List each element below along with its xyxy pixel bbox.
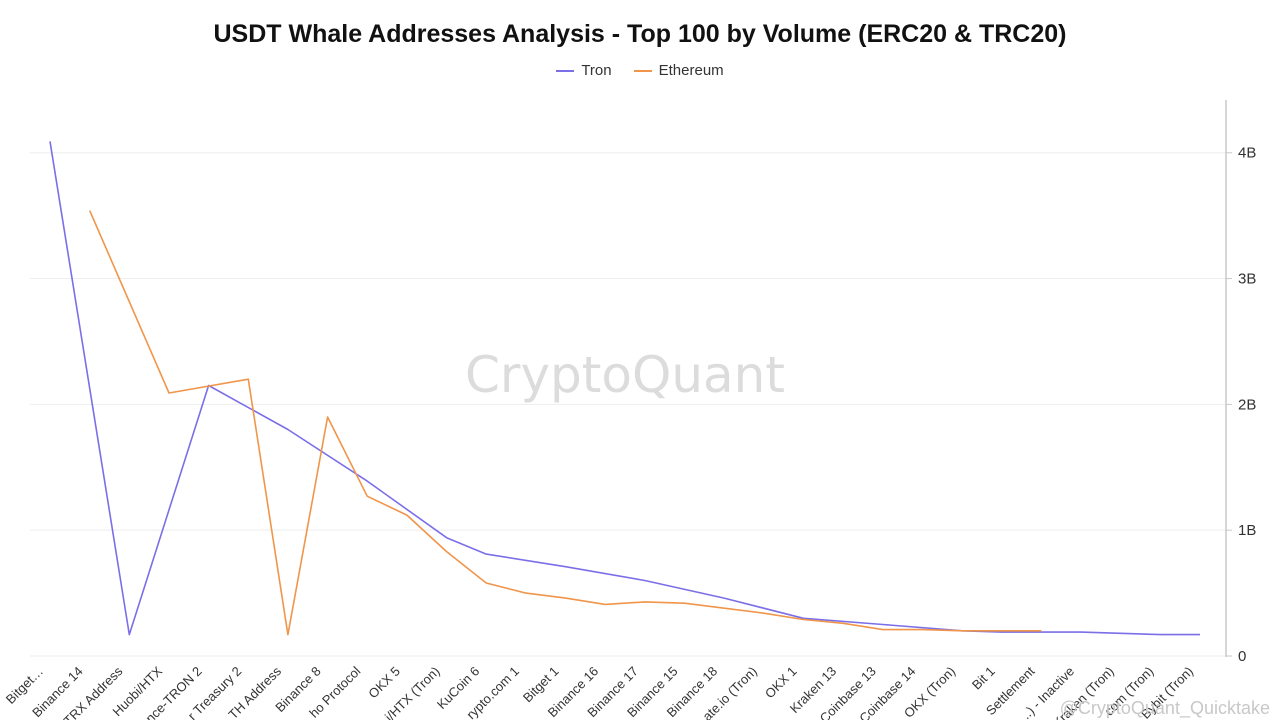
y-tick-label: 4B xyxy=(1238,145,1256,162)
watermark-text: CryptoQuant xyxy=(465,346,785,404)
y-tick-label: 0 xyxy=(1238,648,1246,665)
legend-item-ethereum[interactable]: Ethereum xyxy=(633,62,724,79)
series-lines xyxy=(49,141,1200,636)
y-tick-label: 1B xyxy=(1238,522,1256,539)
legend-item-tron[interactable]: Tron xyxy=(556,62,612,79)
series-line-tron xyxy=(49,141,1200,636)
y-tick-label: 3B xyxy=(1238,271,1256,288)
legend-swatch-ethereum xyxy=(633,69,652,72)
legend: Tron Ethereum xyxy=(0,62,1280,79)
series-line-ethereum xyxy=(88,210,1042,636)
grid-lines xyxy=(30,152,1226,657)
legend-label-ethereum: Ethereum xyxy=(658,62,724,79)
legend-swatch-tron xyxy=(556,69,575,72)
chart-title: USDT Whale Addresses Analysis - Top 100 … xyxy=(213,20,1067,48)
y-axis: 0 1B 2B 3B 4B xyxy=(1225,100,1256,665)
x-tick-label: Bit 1 xyxy=(969,664,998,693)
x-tick-label: OKX 5 xyxy=(365,664,403,702)
y-tick-label: 2B xyxy=(1238,396,1256,413)
x-tick-label: OKX 1 xyxy=(762,664,800,702)
legend-label-tron: Tron xyxy=(581,62,612,79)
footer-watermark-text: @CryptoQuant_Quicktake xyxy=(1060,698,1270,719)
